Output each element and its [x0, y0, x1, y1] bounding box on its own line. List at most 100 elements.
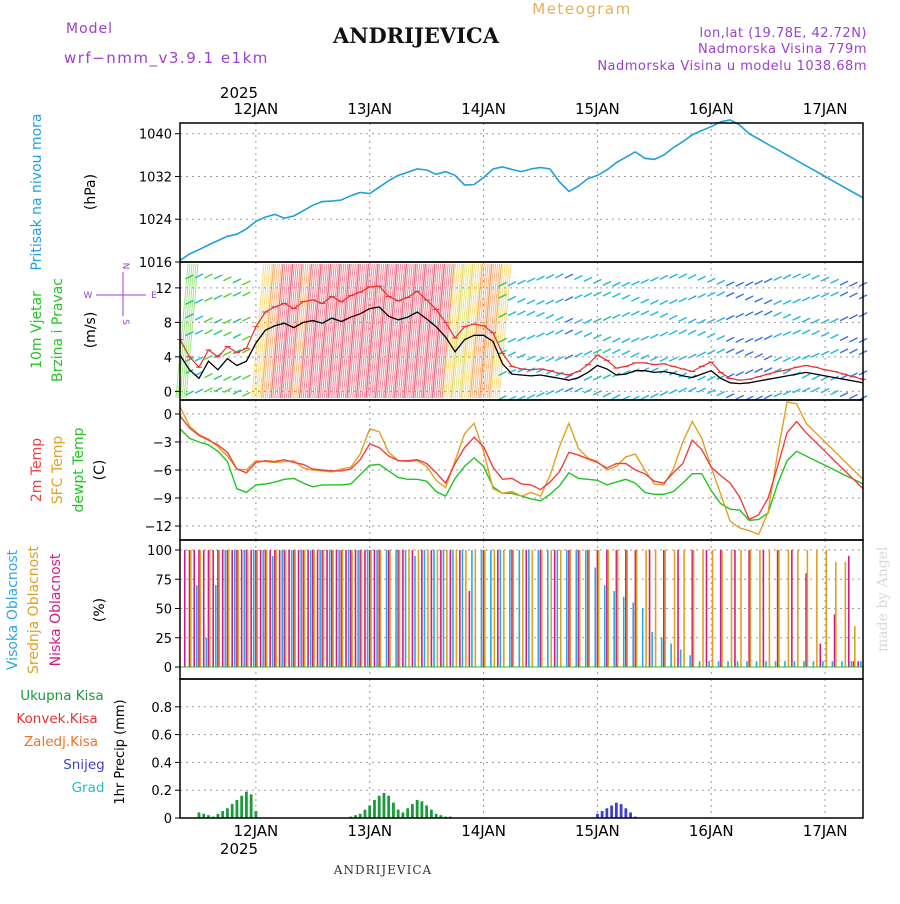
- wind-barb: [782, 274, 792, 280]
- wind-barb: [839, 316, 849, 322]
- wind-barb: [782, 299, 792, 305]
- wind-barb: [763, 394, 773, 400]
- precip-bar: [439, 815, 443, 818]
- wind-barb: [697, 293, 707, 299]
- wind-barb: [801, 373, 811, 379]
- wind-barb: [773, 311, 782, 317]
- wind-barb-hatch: [287, 263, 301, 399]
- precip-tick-label: 0.4: [151, 756, 172, 771]
- wind-barb-hatch: [422, 263, 436, 399]
- precip-bar: [411, 804, 414, 818]
- pressure-tick-label: 1040: [139, 128, 172, 143]
- wind-barb: [678, 387, 688, 393]
- wind-barb-hatch: [470, 263, 484, 399]
- wind-barb-hatch: [331, 263, 345, 399]
- wind-barb-hatch: [393, 263, 407, 399]
- wind-barb: [612, 281, 621, 287]
- wind-barb: [811, 352, 820, 358]
- wind-barb: [602, 291, 612, 297]
- wind-barb: [649, 311, 659, 317]
- wind-barb: [536, 311, 545, 318]
- wind-barb: [773, 275, 782, 281]
- wind-barb-hatch: [374, 263, 388, 399]
- wind-barb-hatch: [185, 263, 199, 399]
- wind-barb: [507, 281, 517, 287]
- wind-barb: [716, 279, 726, 286]
- wind-barb: [830, 291, 839, 297]
- wind-barb: [593, 348, 602, 354]
- wind-barb-hatch: [312, 263, 326, 399]
- wind-barb: [242, 374, 251, 380]
- precip-bar: [624, 808, 628, 818]
- wind-barb: [735, 371, 744, 377]
- wind-barb: [706, 291, 716, 298]
- wind-barb: [555, 388, 564, 394]
- top-date-label: 14JAN: [461, 100, 506, 118]
- wind-barb: [839, 335, 849, 342]
- wind-barb: [621, 281, 631, 287]
- wind-barb: [574, 330, 583, 336]
- precip-tick-label: 0: [164, 812, 172, 827]
- wind-barb-hatch: [373, 263, 387, 399]
- precip-bar: [392, 802, 395, 818]
- wind-barb-hatch: [321, 263, 335, 399]
- wind-barb: [706, 375, 716, 382]
- wind-barb-hatch: [441, 263, 455, 399]
- wind-barb-hatch: [285, 263, 299, 399]
- wind-barb-hatch: [262, 263, 276, 399]
- pressure-tick-label: 1032: [139, 170, 172, 185]
- wind-barb: [697, 387, 707, 393]
- wind-barb: [697, 351, 707, 357]
- wind-barb-hatch: [481, 263, 495, 399]
- wind-barb-hatch: [498, 263, 512, 399]
- wind-barb-hatch: [297, 263, 311, 399]
- wind-barb: [735, 281, 744, 288]
- wind-barb-hatch: [327, 263, 341, 399]
- wind-barb-hatch: [468, 263, 482, 399]
- altitude-label: Nadmorska Visina 779m: [698, 42, 867, 57]
- credit-label: made by Angel: [875, 546, 891, 652]
- wind-barb-hatch: [399, 263, 413, 399]
- bottom-date-label: 15JAN: [575, 822, 620, 840]
- top-year-label: 2025: [220, 84, 258, 102]
- wind-barb: [194, 370, 204, 377]
- wind-barb-hatch: [357, 263, 371, 399]
- wind-barb: [507, 311, 517, 317]
- model-name: wrf−nmm_v3.9.1 e1km: [64, 49, 269, 68]
- wind-barb: [744, 281, 754, 287]
- wind-barb: [612, 348, 621, 354]
- precip-frame: [179, 678, 864, 819]
- wind-barb: [839, 280, 849, 286]
- bottom-year-label: 2025: [220, 840, 258, 858]
- wind-barb: [593, 375, 602, 381]
- precip-bar: [363, 809, 367, 818]
- wind-barb: [773, 332, 782, 338]
- wind-barb-hatch: [295, 263, 309, 399]
- wind-barb: [204, 373, 213, 379]
- wind-barb: [507, 295, 517, 301]
- wind-barb: [536, 299, 545, 306]
- wind-barb: [782, 313, 792, 319]
- wind-barb: [555, 355, 564, 362]
- wind-barb: [517, 297, 526, 304]
- wind-barb: [697, 318, 707, 325]
- wind-barb: [612, 313, 621, 320]
- wind-barb: [839, 348, 849, 354]
- wind-barb: [194, 273, 204, 279]
- wind-barb: [194, 329, 204, 335]
- wind-barb: [631, 352, 640, 358]
- wind-barb: [517, 395, 526, 401]
- cloud-unit-label: (%): [92, 598, 108, 622]
- wind-barb-hatch: [319, 263, 333, 399]
- wind-barb: [194, 298, 204, 304]
- wind-barb: [773, 392, 782, 398]
- wind-barb: [735, 349, 744, 355]
- wind-barb-hatch: [382, 263, 396, 399]
- cloud-tick-label: 0: [164, 661, 172, 676]
- wind-barb: [640, 310, 650, 316]
- wind-barb-hatch: [336, 263, 350, 399]
- wind-barb-hatch: [293, 263, 307, 399]
- temp-side-label-3: dewpt Temp: [71, 427, 87, 512]
- wind-barb: [811, 330, 820, 336]
